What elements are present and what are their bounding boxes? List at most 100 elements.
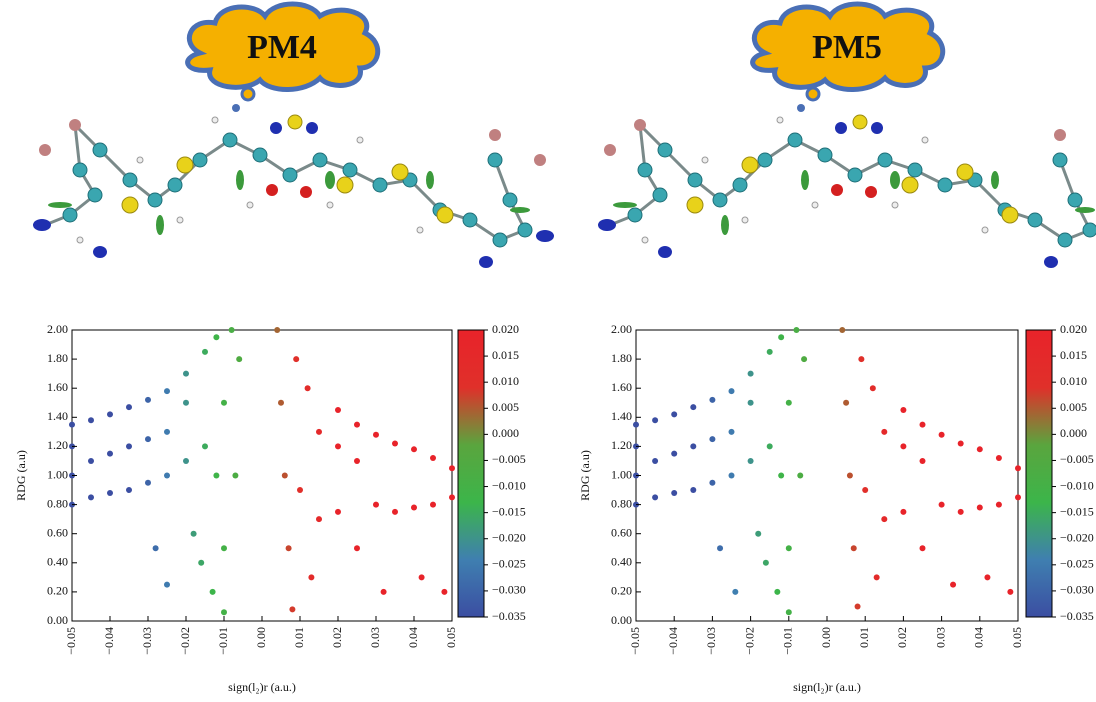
point (164, 388, 170, 395)
point (221, 399, 227, 406)
point (728, 428, 735, 435)
colorbar-tick-label: −0.010 (492, 478, 526, 492)
x-tick-label: −0.04 (102, 627, 116, 655)
point (354, 545, 360, 552)
point (221, 609, 227, 616)
cloud-right (753, 4, 943, 112)
colorbar-tick-label: −0.005 (492, 452, 526, 466)
point (919, 421, 926, 428)
point (285, 545, 292, 552)
point (976, 446, 983, 453)
point (392, 440, 398, 447)
point (145, 479, 151, 486)
point (183, 399, 189, 406)
point (430, 455, 436, 462)
y-tick-label: 1.80 (47, 351, 68, 365)
x-tick-label: 0.04 (406, 627, 420, 648)
point (126, 487, 132, 494)
point (1015, 465, 1021, 472)
point (418, 574, 425, 581)
point (774, 588, 781, 595)
point (289, 606, 296, 613)
point (690, 404, 697, 411)
point (236, 356, 243, 363)
point (152, 545, 159, 552)
point (709, 436, 716, 443)
point (846, 472, 853, 479)
point (183, 370, 189, 377)
point (441, 588, 448, 595)
point (858, 356, 865, 363)
point (766, 443, 773, 450)
y-axis-label: RDG (a.u) (14, 450, 28, 501)
point (755, 530, 762, 537)
point (88, 494, 94, 501)
point (449, 465, 455, 472)
point (900, 407, 907, 414)
x-tick-label: −0.01 (781, 627, 795, 655)
point (633, 421, 639, 428)
point (281, 472, 288, 479)
y-tick-label: 0.00 (611, 613, 632, 627)
point (652, 417, 659, 424)
plot-frame (635, 329, 1019, 622)
x-tick-label: 0.04 (972, 627, 986, 648)
point (69, 421, 75, 428)
plot-frame (71, 329, 453, 622)
colorbar-tick-label: −0.035 (1060, 609, 1094, 623)
x-tick-label: −0.05 (628, 627, 642, 655)
y-tick-label: 0.20 (47, 584, 68, 598)
point (308, 574, 315, 581)
point (984, 574, 991, 581)
point (785, 399, 792, 406)
point (335, 508, 341, 515)
y-tick-label: 0.80 (611, 496, 632, 510)
y-tick-label: 2.00 (611, 322, 632, 336)
colorbar-tick-label: −0.020 (1060, 530, 1094, 544)
point (938, 431, 945, 438)
colorbar-tick-label: −0.015 (492, 504, 526, 518)
y-tick-label: 1.60 (47, 380, 68, 394)
chart-title: PM4 (247, 29, 317, 66)
point (747, 399, 754, 406)
point (862, 487, 869, 494)
colorbar-tick-label: −0.030 (1060, 583, 1094, 597)
point (797, 472, 804, 479)
point (335, 443, 341, 450)
y-tick-label: 1.40 (47, 409, 68, 423)
point (728, 388, 735, 395)
y-tick-label: 0.20 (611, 584, 632, 598)
y-tick-label: 1.20 (47, 438, 68, 452)
point (881, 428, 888, 435)
point (762, 559, 769, 566)
colorbar-tick-label: −0.015 (1060, 504, 1094, 518)
y-tick-label: 1.00 (47, 467, 68, 481)
colorbar-tick-label: 0.015 (492, 348, 519, 362)
y-tick-label: 0.00 (47, 613, 68, 627)
point (209, 588, 216, 595)
point (202, 443, 208, 450)
point (274, 327, 281, 333)
x-tick-label: −0.02 (178, 627, 192, 655)
x-tick-label: 0.00 (254, 627, 268, 648)
point (957, 440, 964, 447)
point (145, 436, 151, 443)
point (709, 396, 716, 403)
point (995, 501, 1002, 508)
colorbar-tick-label: −0.005 (1060, 452, 1094, 466)
x-tick-label: 0.05 (1010, 627, 1024, 648)
point (900, 508, 907, 515)
point (843, 399, 850, 406)
point (1015, 494, 1021, 501)
point (164, 472, 170, 479)
x-tick-label: 0.02 (330, 627, 344, 648)
point (335, 407, 341, 414)
point (690, 487, 697, 494)
point (107, 411, 113, 418)
point (232, 472, 239, 479)
point (873, 574, 880, 581)
point (881, 516, 888, 523)
colorbar-tick-label: 0.000 (1060, 426, 1087, 440)
colorbar-tick-label: −0.025 (492, 557, 526, 571)
